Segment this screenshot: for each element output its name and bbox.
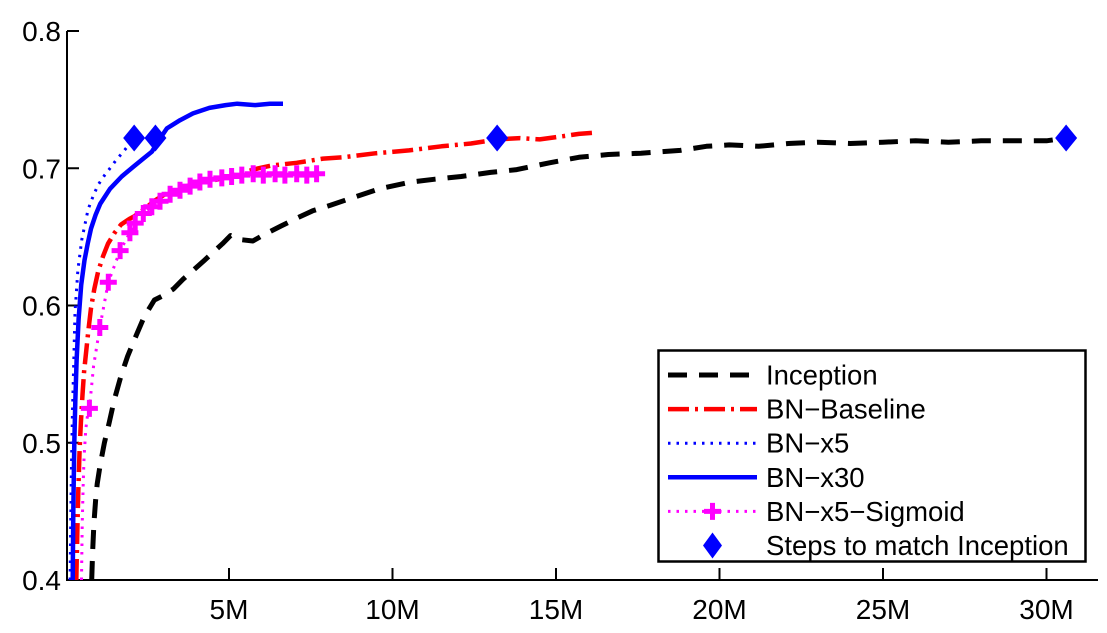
x-tick-label-15M: 15M	[529, 594, 583, 625]
y-tick-label-0.8: 0.8	[22, 16, 61, 47]
x-tick-label-20M: 20M	[692, 594, 746, 625]
y-tick-label-0.7: 0.7	[22, 153, 61, 184]
curve-bn-x5-sigmoid	[80, 172, 322, 581]
curve-inception	[89, 135, 1067, 581]
legend-label-bn-baseline: BN−Baseline	[766, 394, 926, 425]
plus-markers-bn-x5-sigmoid	[80, 165, 326, 417]
y-tick-label-0.4: 0.4	[22, 565, 61, 596]
legend-label-steps-to-match-inception: Steps to match Inception	[766, 530, 1069, 561]
diamond-marker-steps-to-match-inception-3	[1055, 124, 1078, 152]
diamond-marker-steps-to-match-inception-0	[123, 124, 146, 152]
legend-box	[657, 349, 1087, 563]
curve-bn-x5	[68, 139, 134, 581]
y-tick-label-0.5: 0.5	[22, 428, 61, 459]
x-tick-label-5M: 5M	[210, 594, 249, 625]
diamond-marker-steps-to-match-inception-2	[486, 124, 509, 152]
legend-label-bn-x30: BN−x30	[766, 462, 865, 493]
legend-sample-plus-icon	[704, 502, 721, 520]
legend-label-bn-x5-sigmoid: BN−x5−Sigmoid	[766, 496, 965, 527]
x-tick-label-30M: 30M	[1019, 594, 1073, 625]
y-tick-label-0.6: 0.6	[22, 291, 61, 322]
curve-bn-x30	[70, 101, 283, 581]
x-tick-label-25M: 25M	[856, 594, 910, 625]
x-tick-label-10M: 10M	[365, 594, 419, 625]
legend-label-bn-x5: BN−x5	[766, 428, 849, 459]
legend-sample-diamond-icon	[703, 532, 722, 559]
curve-bn-baseline	[74, 130, 596, 581]
legend-label-inception: Inception	[766, 360, 878, 391]
diamond-marker-steps-to-match-inception-1	[144, 124, 167, 152]
